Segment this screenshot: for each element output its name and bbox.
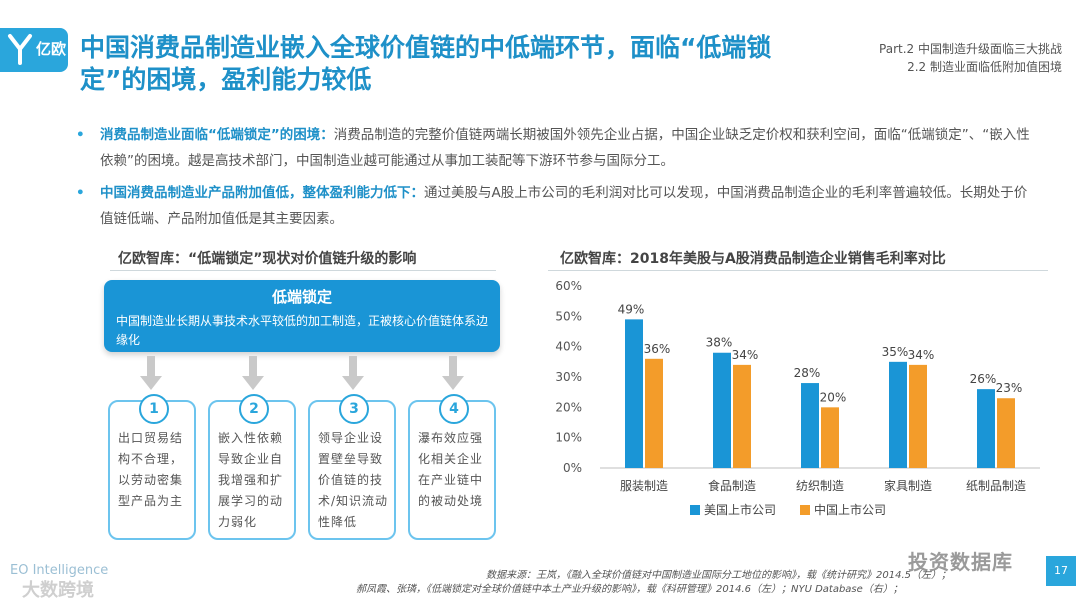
bullet-item: • 中国消费品制造业产品附加值低，整体盈利能力低下：通过美股与A股上市公司的毛利…: [76, 180, 1036, 232]
y-tick-label: 60%: [555, 279, 582, 293]
bullet-dot-icon: •: [76, 185, 85, 201]
section-label: Part.2 中国制造升级面临三大挑战: [879, 42, 1062, 56]
down-arrow-icon: [442, 356, 464, 390]
y-tick-label: 0%: [563, 461, 582, 475]
bullet-heading: 消费品制造业面临“低端锁定”的困境：: [100, 127, 334, 143]
y-tick-label: 40%: [555, 340, 582, 354]
x-tick-label: 服装制造: [620, 479, 668, 493]
data-label: 49%: [618, 302, 645, 316]
lock-in-title: 低端锁定: [271, 288, 332, 306]
y-tick-label: 30%: [555, 370, 582, 384]
step-number: 3: [339, 394, 369, 424]
data-label: 34%: [908, 348, 935, 362]
step-text: 瀑布效应强化相关企业在产业链中的被动处境: [418, 431, 484, 508]
legend-swatch: [690, 505, 700, 515]
source-note: 数据来源：王岚，《融入全球价值链对中国制造业国际分工地位的影响》，载《统计研究》…: [486, 570, 951, 581]
impact-card: 1 出口贸易结构不合理，以劳动密集型产品为主: [108, 394, 196, 540]
bullet-heading: 中国消费品制造业产品附加值低，整体盈利能力低下：: [100, 185, 424, 201]
bar: [909, 364, 927, 468]
bar: [645, 358, 663, 468]
step-number: 2: [239, 394, 269, 424]
bar: [889, 361, 907, 468]
lock-in-description: 中国制造业长期从事技术水平较低的加工制造，正被核心价值链体系边缘化: [116, 314, 489, 347]
impact-card: 4 瀑布效应强化相关企业在产业链中的被动处境: [408, 394, 496, 540]
x-tick-label: 纺织制造: [796, 479, 844, 493]
watermark: 大数跨境: [22, 580, 94, 601]
bullet-item: • 消费品制造业面临“低端锁定”的困境：消费品制造的完整价值链两端长期被国外领先…: [76, 122, 1036, 174]
down-arrow-icon: [140, 356, 162, 390]
y-tick-label: 10%: [555, 431, 582, 445]
step-text: 领导企业设置壁垒导致价值链的技术/知识流动性降低: [318, 431, 389, 529]
impact-card: 2 嵌入性依赖导致企业自我增强和扩展学习的动力弱化: [208, 394, 296, 540]
bar: [977, 389, 995, 468]
page-title: 中国消费品制造业嵌入全球价值链的中低端环节，面临“低端锁定”的困境，盈利能力较低: [80, 33, 772, 94]
down-arrow-icon: [242, 356, 264, 390]
step-text: 嵌入性依赖导致企业自我增强和扩展学习的动力弱化: [218, 431, 284, 529]
bar: [733, 364, 751, 468]
x-tick-label: 纸制品制造: [966, 479, 1026, 493]
x-tick-label: 家具制造: [884, 478, 932, 493]
data-label: 23%: [996, 381, 1023, 395]
chart-title: 亿欧智库：2018年美股与A股消费品制造企业销售毛利率对比: [560, 251, 946, 267]
source-note: 郝凤霞、张璘，《低端锁定对全球价值链中本土产业升级的影响》，载《科研管理》201…: [356, 584, 903, 595]
bullet-dot-icon: •: [76, 127, 85, 143]
down-arrow-icon: [342, 356, 364, 390]
bar: [713, 352, 731, 468]
data-label: 35%: [882, 345, 909, 359]
data-label: 34%: [732, 348, 759, 362]
bar-chart: 0%10%20%30%40%50%60%49%36%服装制造38%34%食品制造…: [555, 279, 1040, 517]
y-tick-label: 20%: [555, 400, 582, 414]
bar: [625, 319, 643, 468]
step-number: 4: [439, 394, 469, 424]
logo: 亿欧: [0, 28, 68, 72]
x-tick-label: 食品制造: [708, 478, 756, 493]
data-label: 26%: [970, 372, 997, 386]
data-label: 36%: [644, 342, 671, 356]
step-text: 出口贸易结构不合理，以劳动密集型产品为主: [118, 431, 184, 508]
y-tick-label: 50%: [555, 309, 582, 323]
logo-y-icon: [8, 34, 32, 65]
legend-swatch: [800, 505, 810, 515]
lock-in-box: 低端锁定 中国制造业长期从事技术水平较低的加工制造，正被核心价值链体系边缘化: [104, 280, 500, 352]
bar: [997, 398, 1015, 468]
bar: [821, 407, 839, 468]
bar: [801, 383, 819, 468]
data-label: 20%: [820, 390, 847, 404]
diagram-title: 亿欧智库：“低端锁定”现状对价值链升级的影响: [118, 251, 417, 267]
logo-text: 亿欧: [36, 40, 67, 58]
data-label: 28%: [794, 366, 821, 380]
divider: [110, 270, 496, 271]
step-number: 1: [139, 394, 169, 424]
legend-label: 中国上市公司: [814, 502, 886, 517]
watermark: 投资数据库: [908, 550, 1013, 574]
page-number: 17: [1046, 556, 1076, 586]
data-label: 38%: [706, 336, 733, 350]
bullet-text: 通过美股与A股上市公司的毛利润对比可以发现，中国消费品制造企业的毛利率普遍较低。…: [100, 185, 1028, 227]
divider: [548, 270, 1048, 271]
subsection-label: 2.2 制造业面临低附加值困境: [907, 60, 1062, 74]
legend-label: 美国上市公司: [704, 502, 776, 517]
bullet-text: 消费品制造的完整价值链两端长期被国外领先企业占据，中国企业缺乏定价权和获利空间，…: [100, 127, 1030, 169]
impact-card: 3 领导企业设置壁垒导致价值链的技术/知识流动性降低: [308, 394, 396, 540]
brand-label: EO Intelligence: [10, 563, 109, 578]
